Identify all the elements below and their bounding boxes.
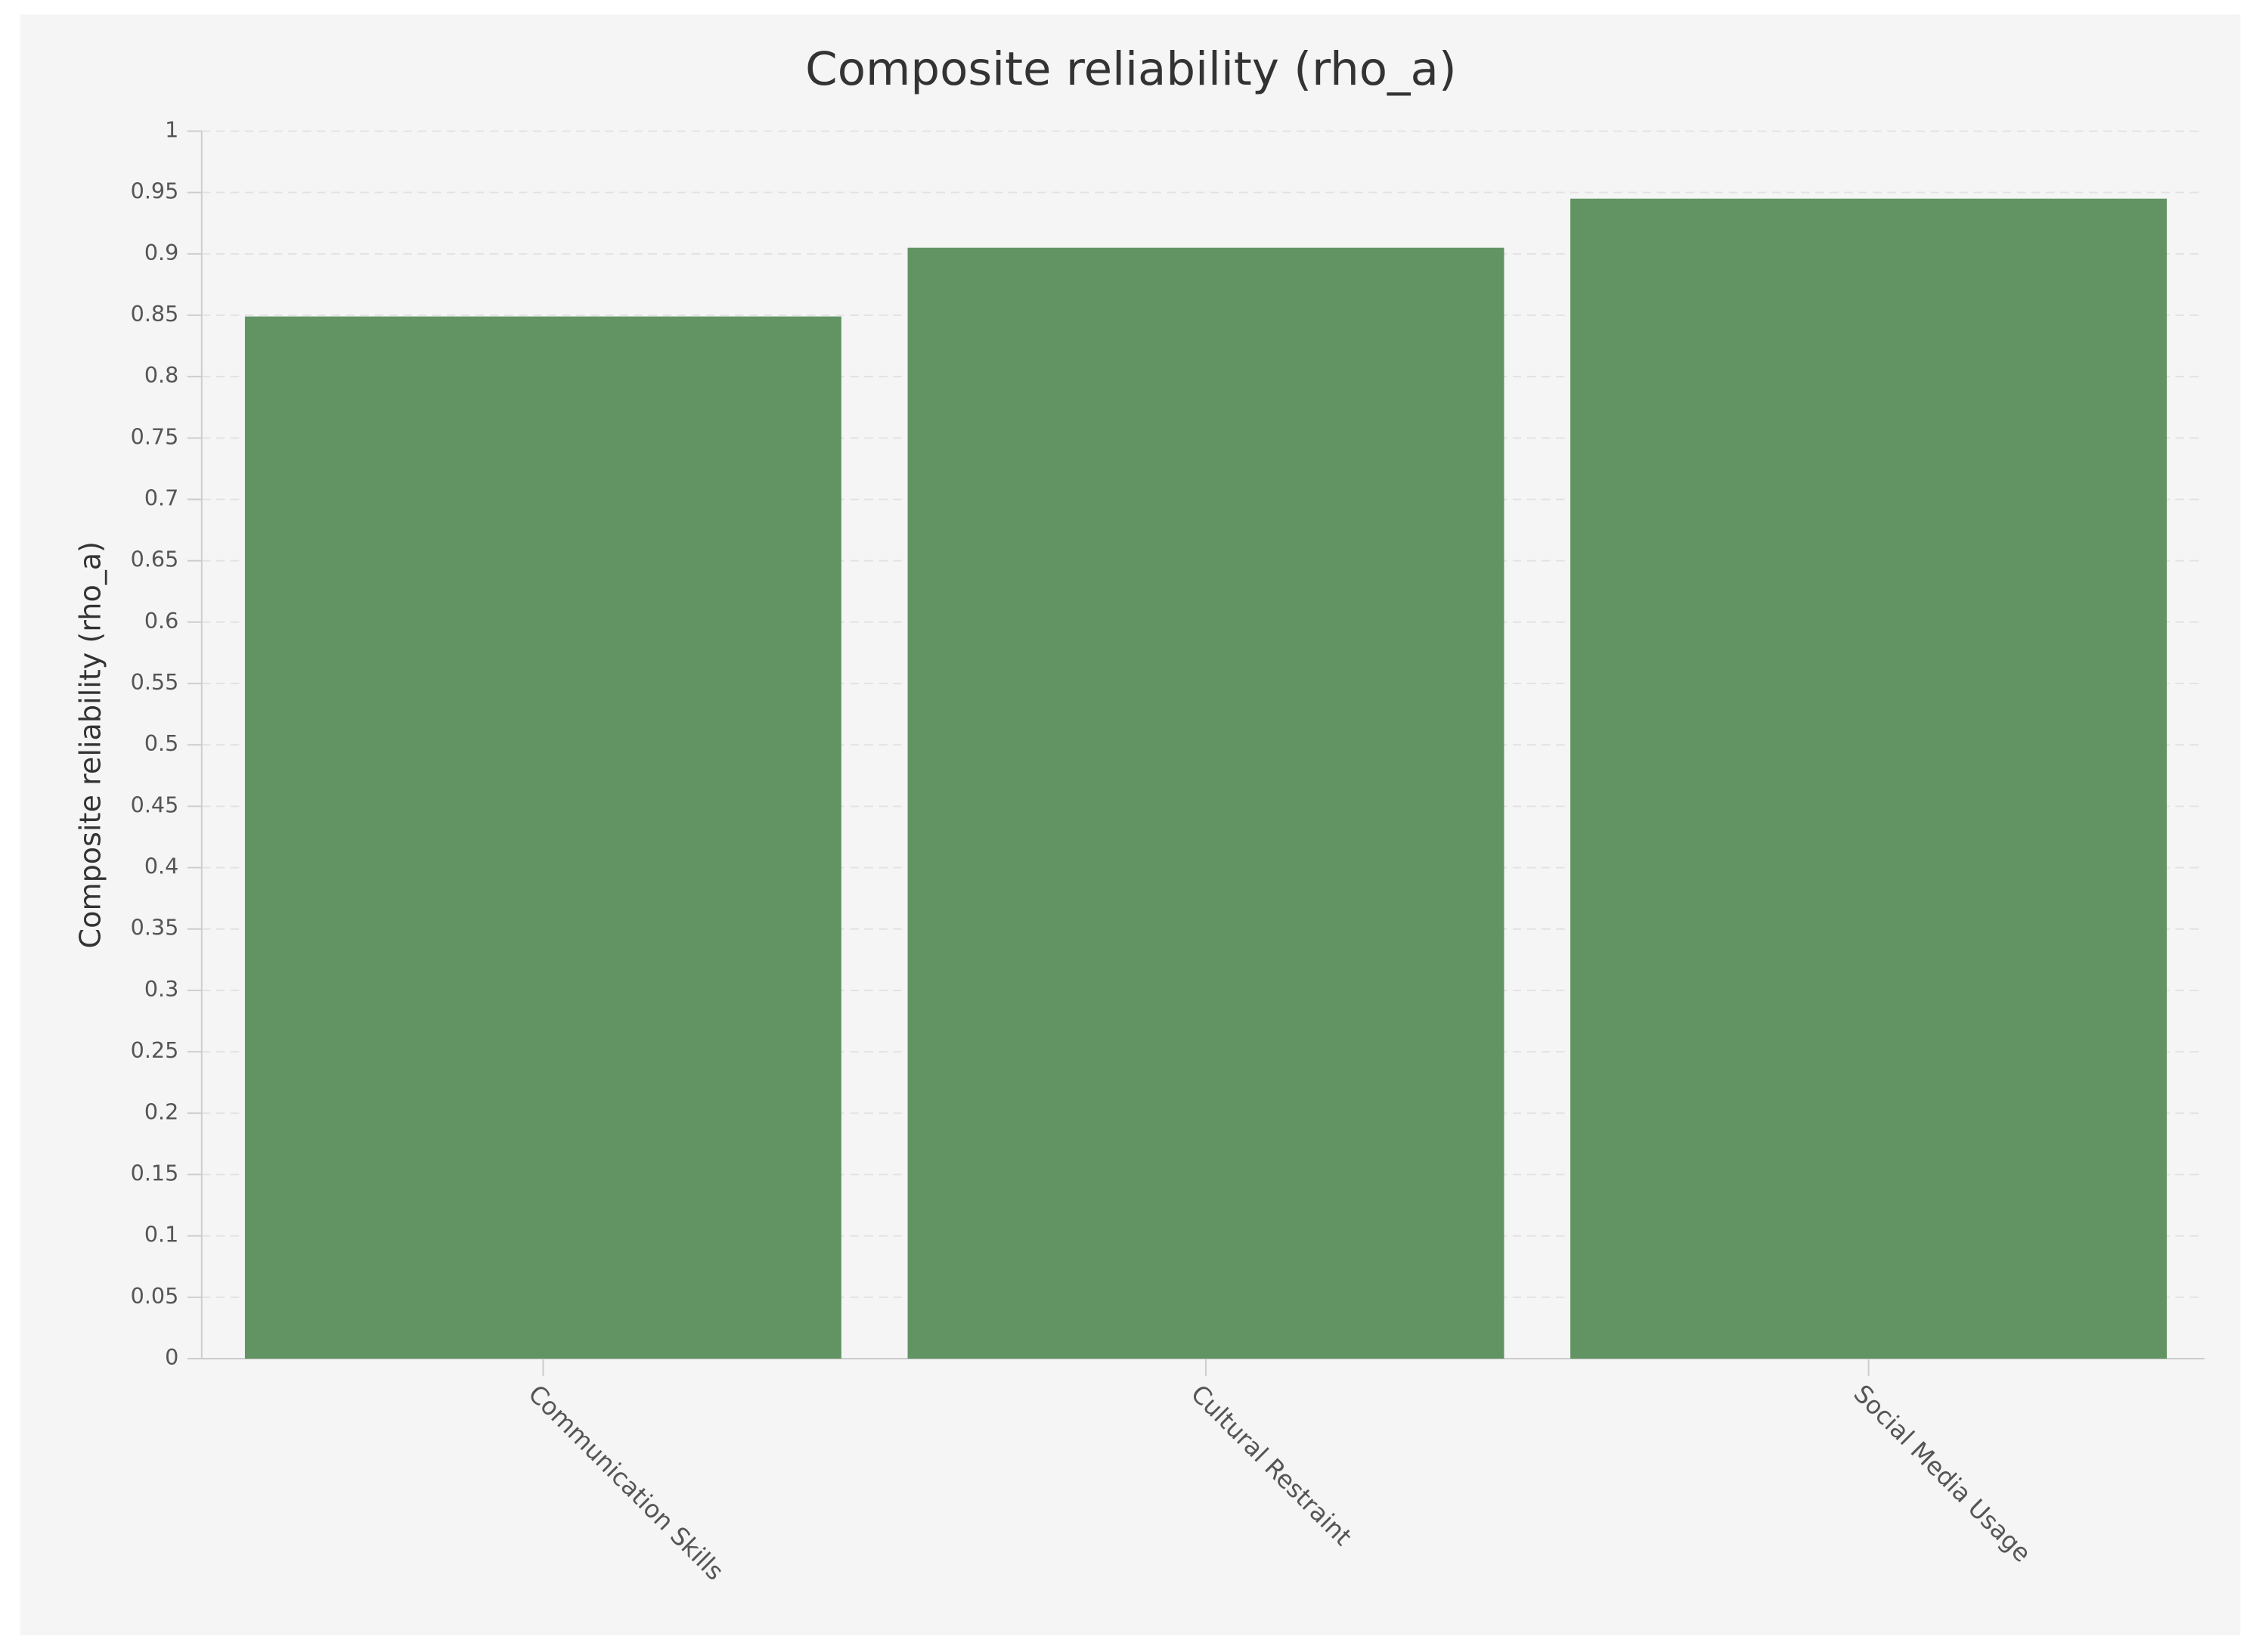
y-tick-label: 0.9 bbox=[144, 240, 178, 265]
y-tick-label: 1 bbox=[165, 116, 178, 142]
y-tick-label: 0.75 bbox=[131, 423, 179, 449]
y-tick-label: 0.95 bbox=[131, 178, 179, 204]
bar bbox=[907, 247, 1504, 1359]
y-tick-label: 0.55 bbox=[131, 669, 179, 695]
y-tick-label: 0.5 bbox=[144, 730, 178, 756]
y-tick-label: 0.3 bbox=[144, 976, 178, 1002]
chart-title: Composite reliability (rho_a) bbox=[805, 42, 1456, 96]
y-tick-label: 0.4 bbox=[144, 854, 178, 879]
bar bbox=[244, 316, 841, 1359]
y-tick-label: 0.45 bbox=[131, 792, 179, 817]
y-tick-label: 0.05 bbox=[131, 1283, 179, 1309]
y-tick-label: 0.2 bbox=[144, 1099, 178, 1124]
y-tick-label: 0.7 bbox=[144, 485, 178, 510]
y-tick-label: 0.85 bbox=[131, 301, 179, 327]
y-tick-label: 0.15 bbox=[131, 1160, 179, 1186]
y-tick-label: 0.6 bbox=[144, 608, 178, 634]
y-tick-label: 0.35 bbox=[131, 915, 179, 941]
y-tick-label: 0.8 bbox=[144, 362, 178, 388]
y-tick-label: 0.1 bbox=[144, 1222, 178, 1248]
y-axis-label: Composite reliability (rho_a) bbox=[73, 541, 107, 948]
bar bbox=[1570, 198, 2168, 1359]
y-tick-label: 0.25 bbox=[131, 1037, 179, 1063]
y-tick-label: 0 bbox=[165, 1344, 178, 1370]
y-tick-label: 0.65 bbox=[131, 547, 179, 572]
